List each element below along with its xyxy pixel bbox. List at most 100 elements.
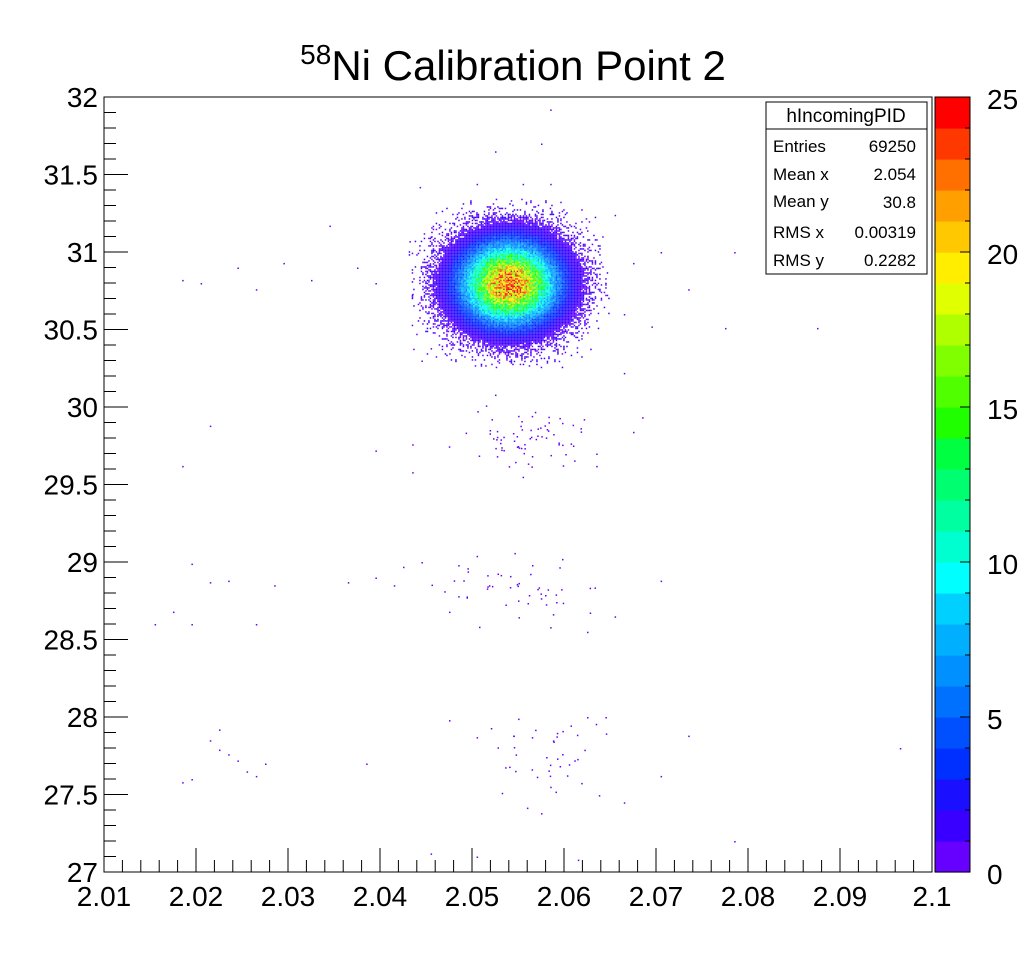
heatmap-bin [459,242,462,244]
heatmap-bin [518,251,520,253]
heatmap-bin [584,245,586,247]
heatmap-bin [519,266,522,268]
heatmap-bin [518,222,520,225]
heatmap-bin [539,221,541,223]
heatmap-bin [549,261,552,264]
heatmap-bin [437,276,439,279]
heatmap-bin [546,218,549,220]
heatmap-bin [561,293,564,295]
heatmap-bin [498,218,501,220]
heatmap-bin [524,272,526,274]
heatmap-bin [494,213,496,216]
heatmap-bin [455,255,457,258]
heatmap-bin [489,242,492,244]
heatmap-bin [461,248,463,250]
heatmap-bin [465,275,468,277]
heatmap-bin [507,222,510,225]
heatmap-bin [584,264,586,267]
heatmap-bin [549,294,552,297]
heatmap-bin [548,276,550,279]
heatmap-bin [459,239,462,241]
heatmap-bin [527,263,529,265]
heatmap-bin [455,243,457,246]
heatmap-bin [497,291,499,294]
heatmap-bin [537,291,540,294]
heatmap-bin [504,278,507,280]
heatmap-bin [501,234,504,237]
heatmap-bin [494,258,496,261]
heatmap-bin [549,279,552,282]
heatmap-bin [576,237,579,240]
heatmap-bin [476,266,478,268]
heatmap-bin [507,219,510,222]
heatmap-bin [434,290,436,292]
heatmap-bin [591,267,594,270]
heatmap-bin [494,255,496,258]
heatmap-bin [498,279,501,282]
heatmap-bin [557,287,559,289]
heatmap-bin [560,264,562,267]
heatmap-bin [542,243,544,246]
heatmap-bin [476,278,478,280]
heatmap-bin [477,266,480,268]
heatmap-bin [516,215,519,217]
heatmap-bin [491,216,493,219]
heatmap-bin [572,260,574,262]
heatmap-bin [545,284,547,286]
heatmap-bin [530,239,532,241]
heatmap-bin [594,282,597,285]
heatmap-bin [575,278,577,280]
heatmap-bin [488,236,490,238]
heatmap-bin [561,272,564,274]
heatmap-bin [518,288,520,291]
heatmap-bin [524,240,526,243]
heatmap-bin [513,225,516,228]
heatmap-bin [555,257,558,259]
heatmap-bin [471,275,474,277]
heatmap-bin [572,263,574,265]
heatmap-bin [554,272,556,274]
heatmap-bin [515,221,517,223]
heatmap-bin [489,270,492,273]
heatmap-bin [467,234,469,237]
heatmap-bin [549,264,552,267]
heatmap-bin [449,230,451,232]
heatmap-bin [455,287,457,289]
heatmap-bin [456,287,459,289]
heatmap-bin [525,288,528,291]
heatmap-bin [549,285,552,288]
heatmap-bin [594,260,597,262]
heatmap-bin [546,233,549,235]
heatmap-bin [506,236,508,238]
heatmap-bin [456,260,459,262]
heatmap-bin [563,291,565,294]
heatmap-bin [578,278,580,280]
heatmap-bin [524,255,526,258]
heatmap-bin [458,236,460,238]
heatmap-bin [519,275,522,277]
heatmap-bin [465,228,468,231]
heatmap-bin [563,237,565,240]
heatmap-bin [462,258,465,261]
heatmap-bin [549,270,552,273]
heatmap-bin [456,213,459,216]
heatmap-bin [510,294,513,297]
heatmap-bin [461,260,463,262]
heatmap-bin [524,275,526,277]
heatmap-bin [516,275,519,277]
heatmap-bin [476,263,478,265]
heatmap-bin [438,272,441,274]
heatmap-bin [467,288,469,291]
heatmap-bin [498,294,501,297]
heatmap-bin [455,257,457,259]
heatmap-bin [542,224,544,226]
heatmap-bin [522,261,525,264]
heatmap-bin [558,236,561,238]
heatmap-bin [564,276,567,279]
heatmap-bin [453,224,456,226]
heatmap-bin [435,291,438,294]
heatmap-bin [437,267,439,270]
heatmap-bin [465,284,468,286]
heatmap-bin [503,258,505,261]
heatmap-bin [542,276,544,279]
